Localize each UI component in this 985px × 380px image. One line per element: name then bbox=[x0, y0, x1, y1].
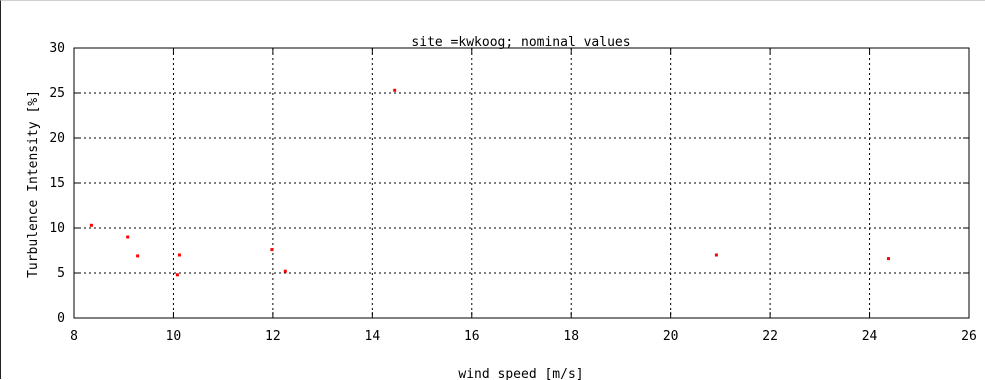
x-tick-label: 14 bbox=[365, 329, 381, 344]
grid-lines bbox=[74, 48, 969, 318]
x-tick-label: 20 bbox=[663, 329, 679, 344]
y-tick-label: 25 bbox=[49, 86, 65, 101]
chart-title: site =kwkoog; nominal values bbox=[411, 35, 630, 50]
data-point bbox=[89, 223, 93, 227]
data-point bbox=[136, 254, 140, 258]
tick-marks bbox=[73, 47, 970, 319]
y-tick-label: 20 bbox=[49, 131, 65, 146]
x-tick-label: 12 bbox=[265, 329, 281, 344]
x-tick-label: 8 bbox=[70, 329, 78, 344]
x-tick-label: 24 bbox=[862, 329, 878, 344]
data-point bbox=[283, 269, 287, 273]
y-tick-labels: 0 5 10 15 20 25 30 bbox=[49, 41, 65, 326]
y-tick-label: 5 bbox=[57, 266, 65, 281]
y-axis-label: Turbulence Intensity [%] bbox=[26, 90, 41, 278]
data-point bbox=[177, 253, 181, 257]
x-tick-label: 18 bbox=[563, 329, 579, 344]
y-tick-label: 30 bbox=[49, 41, 65, 56]
data-points bbox=[89, 88, 890, 277]
x-tick-label: 22 bbox=[762, 329, 778, 344]
y-tick-label: 10 bbox=[49, 221, 65, 236]
data-point bbox=[126, 235, 130, 239]
x-tick-label: 26 bbox=[961, 329, 977, 344]
y-tick-label: 0 bbox=[57, 311, 65, 326]
data-point bbox=[175, 273, 179, 277]
x-tick-labels: 8 10 12 14 16 18 20 22 24 26 bbox=[70, 329, 977, 344]
y-tick-label: 15 bbox=[49, 176, 65, 191]
data-point bbox=[886, 257, 890, 261]
data-point bbox=[714, 253, 718, 257]
data-point bbox=[270, 248, 274, 252]
x-tick-label: 16 bbox=[464, 329, 480, 344]
data-point bbox=[393, 88, 397, 92]
x-axis-label: wind speed [m/s] bbox=[458, 367, 583, 380]
x-tick-label: 10 bbox=[166, 329, 182, 344]
